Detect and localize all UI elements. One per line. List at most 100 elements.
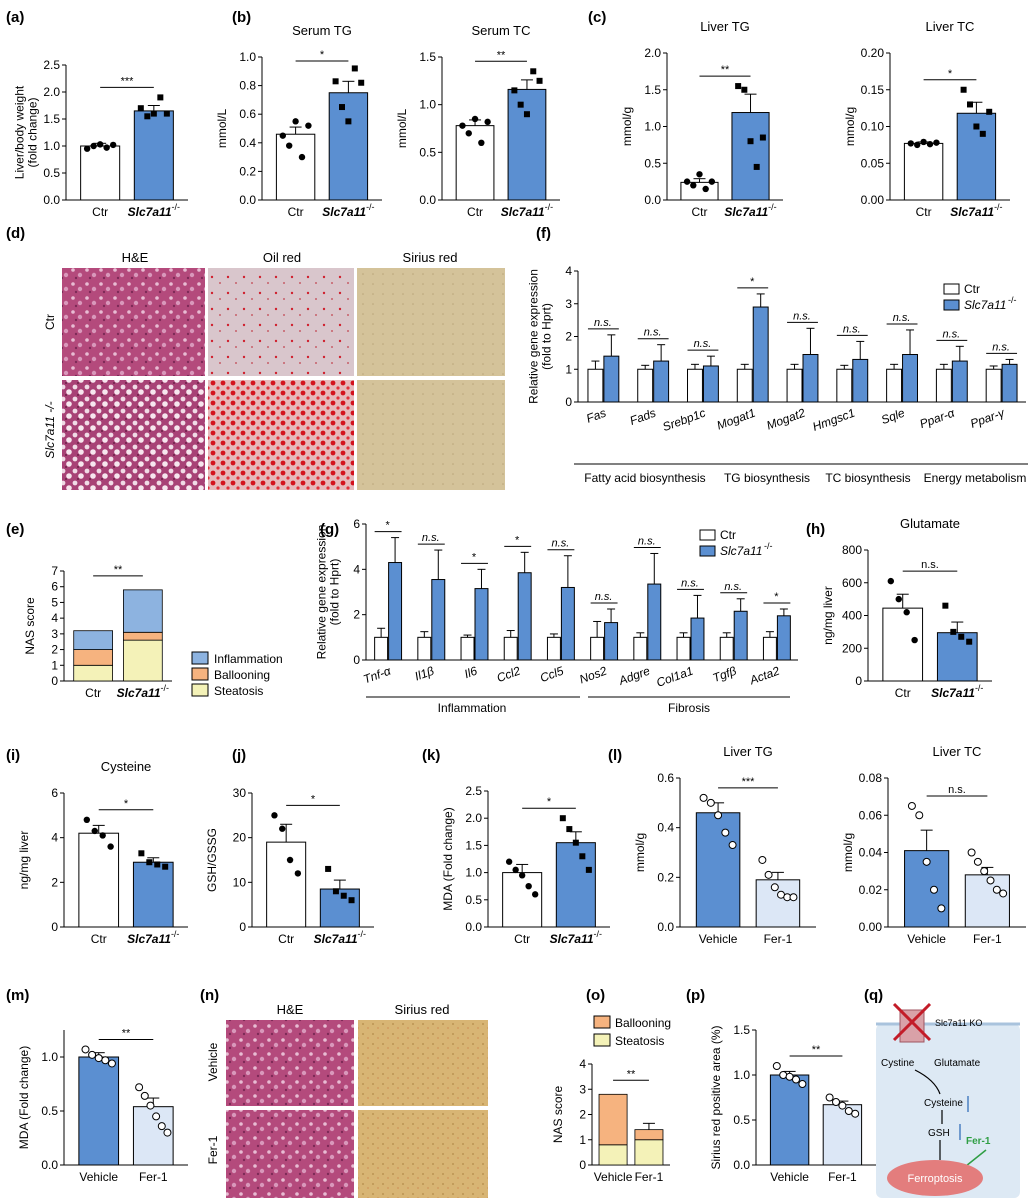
k-xtick-label-1: Slc7a11-/- [550,929,602,946]
m-point-1-2 [146,1101,155,1110]
n-row-vehicle: Vehicle [206,1042,220,1081]
b2-point-1-3 [530,68,537,75]
m-point-1-3 [152,1112,161,1121]
d-col-sirius: Sirius red [403,250,458,265]
panel-q-diagram: Slc7a11 KO Cystine Glutamate Cysteine GS… [876,1002,1020,1198]
d-row-ko: Slc7a11 -/- [43,401,57,458]
b2-point-0-3 [478,139,485,146]
legend-g-ko-sup: -/- [764,541,773,551]
l1-point-0-3 [721,828,730,837]
m-ytick-label: 1.0 [41,1050,58,1064]
n-image-he-fer1 [226,1110,354,1198]
p-point-1-0 [825,1093,834,1102]
chart-c1: 0.0 0.5 1.0 1.5 2.0 mmol/g Liver TG Ctr Slc7a11-… [620,19,783,219]
h-point-0-0 [887,577,895,585]
g-bar-3-0 [503,636,518,661]
panel-letter-m: (m) [6,987,29,1004]
f-xtick-label-1: Fads [628,406,658,428]
n-col-he: H&E [277,1002,304,1017]
b1-bar-0 [275,133,316,201]
o-ytick-label: 0 [579,1158,586,1172]
d-col-oil: Oil red [263,250,301,265]
panel-letter-h: (h) [806,521,825,538]
l1-xtick-label-1: Fer-1 [764,932,793,946]
b1-title: Serum TG [292,23,352,38]
c1-xtick-label-1: Slc7a11-/- [724,202,776,219]
l1-ytick-label: 0.0 [657,920,674,934]
f-sig-label-8: n.s. [992,341,1010,353]
legend-f-ko-sup: -/- [1008,295,1017,305]
h-bar-0 [882,607,924,682]
g-group-labels: Inflammation Fibrosis [366,696,790,715]
f-bar-4-1 [802,354,819,403]
b2-point-0-1 [465,130,472,137]
e-segment-0-1 [73,649,114,666]
b1-point-1-2 [345,118,352,125]
j-sig-label: * [311,793,316,805]
c1-xtick-label-0: Ctr [691,205,707,219]
g-xtick-label-1: Il1β [413,664,436,684]
g-bar-8-1 [733,610,748,661]
g-ytick-label: 0 [353,653,360,667]
d-row-ctr: Ctr [43,314,57,330]
f-sig-label-0: n.s. [594,317,612,329]
a-point-0-1 [90,142,97,150]
legend-g-ko-swatch [699,545,716,557]
b1-ytick-label: 0.6 [239,107,256,121]
l1-ytick-label: 0.4 [657,821,674,835]
c1-point-1-4 [759,134,766,141]
f-bar-3-1 [752,306,769,403]
g-sig-label-3: * [515,534,520,546]
g-ylabel: Relative gene expression [315,525,329,660]
i-point-0-3 [107,843,114,850]
legend-e-inflammation-swatch [191,651,209,665]
l1-point-1-5 [789,893,798,902]
legend-e-ballooning-swatch [191,667,209,681]
h-ytick-label: 200 [842,641,862,655]
k-ylabel: MDA (Fold change) [441,807,455,910]
chart-l2: 0.00 0.02 0.04 0.06 0.08 mmol/g Liver TC Vehicl… [841,744,1026,946]
a-ytick-label: 1.5 [43,112,60,126]
c2-bar-0 [903,142,944,201]
p-ytick-label: 0.5 [733,1113,750,1127]
f-sig-label-1: n.s. [644,327,662,339]
a-ytick-label: 2.0 [43,85,60,99]
c2-xtick-label-1: Slc7a11-/- [950,202,1002,219]
chart-j: 0 10 20 30 GSH/GSSG Ctr Slc7a11-/- * [205,786,374,946]
h-sig-label: n.s. [921,559,939,571]
j-point-0-3 [294,870,302,877]
h-point-0-2 [903,609,910,616]
h-point-1-1 [950,628,957,635]
g-xtick-label-5: Nos2 [578,664,609,687]
c1-ytick-label: 2.0 [644,46,661,60]
f-bar-2-1 [702,365,719,403]
h-point-0-1 [895,595,902,603]
j-ytick-label: 30 [233,786,247,800]
legend-f: Ctr Slc7a11 -/- [943,282,1017,312]
f-xtick-label-7: Ppar-α [918,405,958,431]
e-segment-1-2 [123,589,163,633]
f-ytick-label: 3 [565,297,572,311]
l2-bar-1 [964,874,1010,928]
b1-sig-label: * [320,49,325,61]
q-cell-background [876,1024,1020,1198]
c2-point-1-2 [973,123,980,130]
l2-point-1-4 [992,885,1001,894]
chart-m: 0.0 0.5 1.0 MDA (Fold change) Vehicle Fer-1 ** [17,1027,188,1184]
b1-point-0-0 [279,132,286,139]
g-bar-7-0 [676,636,691,661]
f-group-labels: Fatty acid biosynthesis TG biosynthesis … [574,463,1028,485]
c1-ytick-label: 0.5 [644,156,661,170]
panel-letter-p: (p) [686,987,705,1004]
m-point-1-5 [163,1128,172,1137]
g-bar-0-0 [374,636,389,661]
f-bar-1-1 [653,360,670,403]
i-ytick-label: 6 [51,786,58,800]
legend-e-ballooning: Ballooning [214,668,270,682]
j-point-1-0 [325,865,332,872]
e-ylabel: NAS score [23,597,37,655]
f-xtick-label-4: Mogat2 [765,406,808,433]
g-bar-4-0 [546,636,561,661]
